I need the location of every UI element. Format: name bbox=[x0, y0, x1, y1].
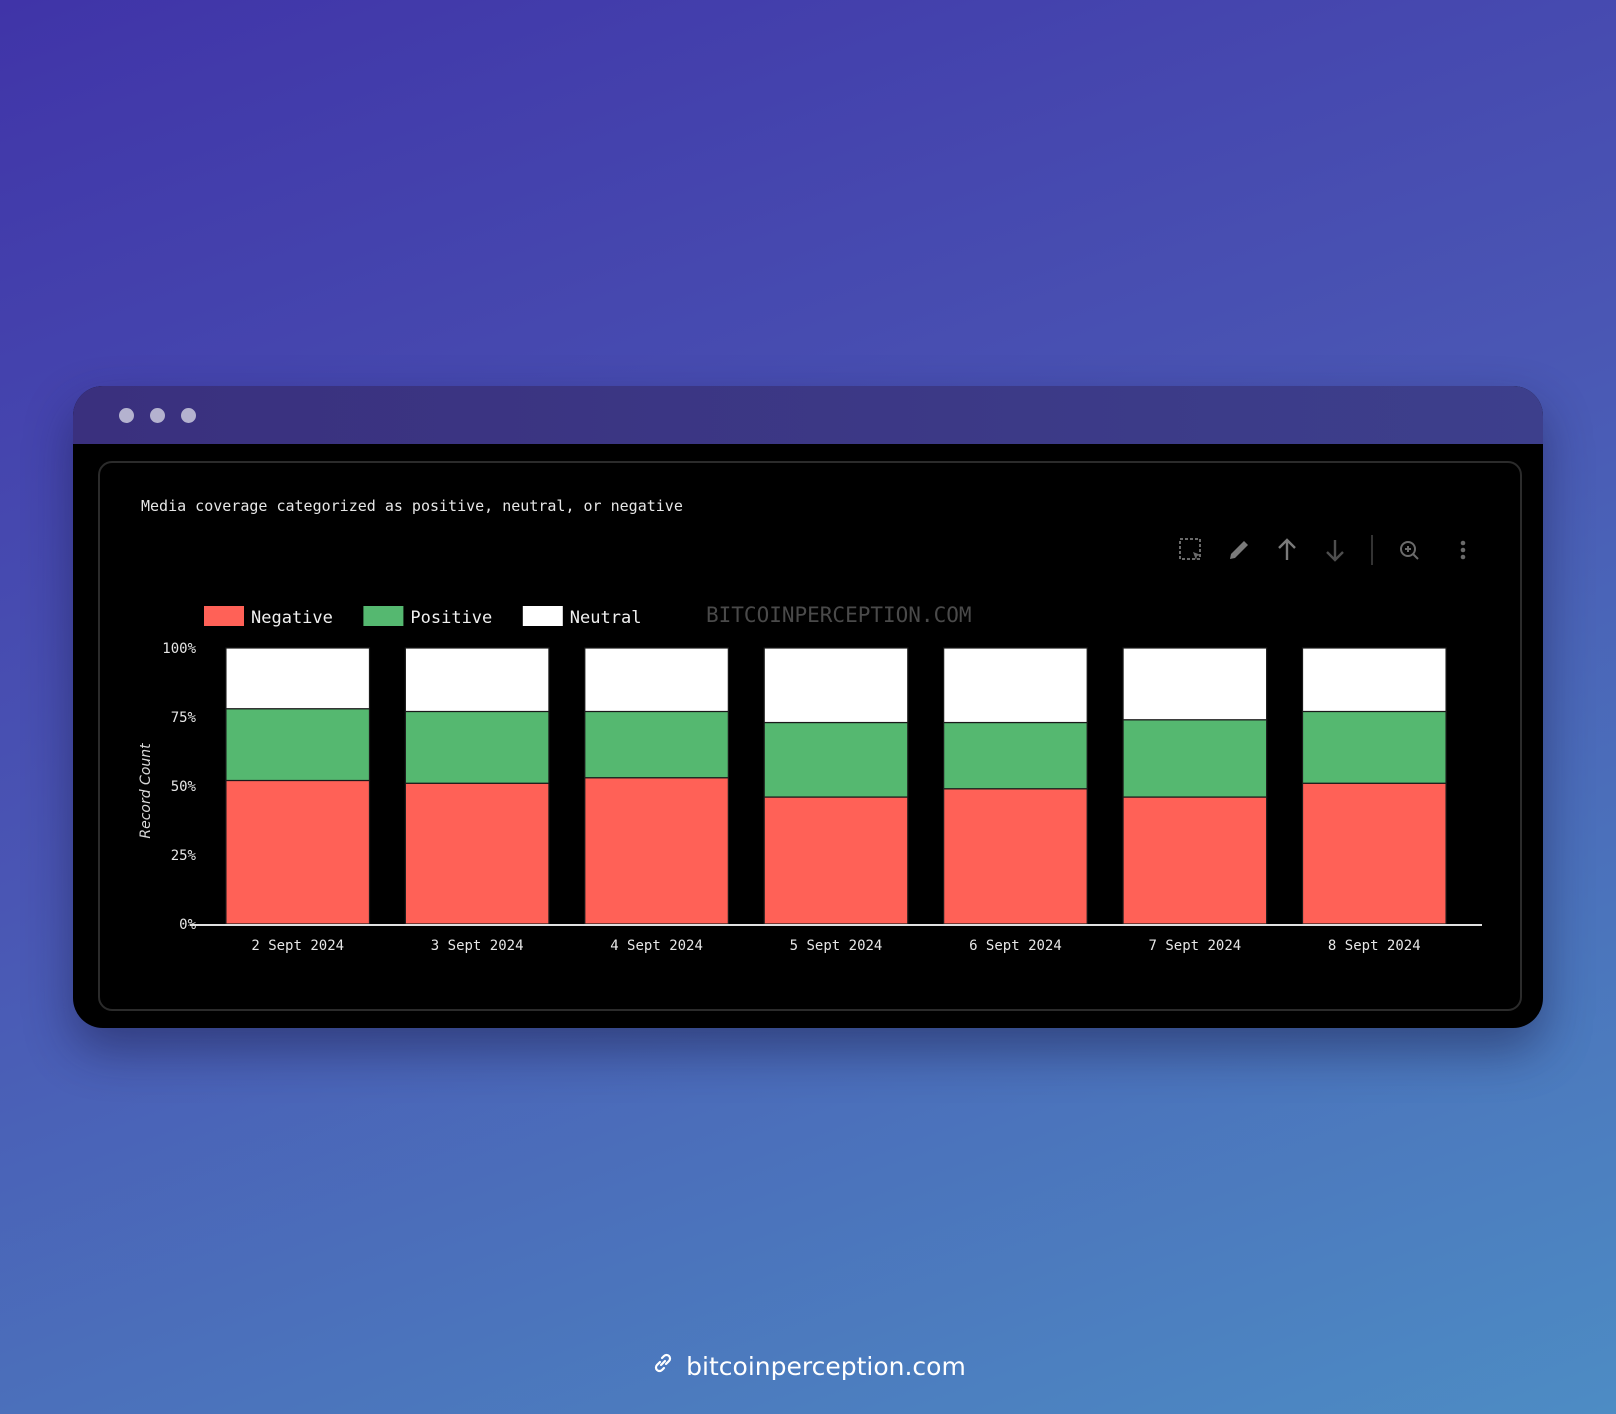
y-tick-label: 100% bbox=[162, 641, 196, 657]
chart-watermark: BITCOINPERCEPTION.COM bbox=[706, 603, 972, 627]
footer-link-text: bitcoinperception.com bbox=[686, 1351, 966, 1381]
x-tick-label: 7 Sept 2024 bbox=[1148, 938, 1241, 954]
bar-negative-6-sept-2024[interactable] bbox=[943, 788, 1088, 925]
window-close-button[interactable] bbox=[119, 408, 134, 423]
y-tick-label: 25% bbox=[171, 848, 197, 864]
y-tick-label: 75% bbox=[171, 710, 197, 726]
bar-negative-3-sept-2024[interactable] bbox=[404, 782, 550, 925]
y-tick-label: 0% bbox=[179, 917, 196, 933]
x-tick-label: 3 Sept 2024 bbox=[431, 938, 524, 954]
legend-label-positive[interactable]: Positive bbox=[410, 608, 492, 628]
bar-neutral-8-sept-2024[interactable] bbox=[1301, 647, 1447, 713]
bar-series bbox=[225, 647, 1447, 925]
legend-swatch-negative[interactable] bbox=[204, 606, 244, 626]
browser-window: Media coverage categorized as positive, … bbox=[73, 386, 1543, 1028]
bar-neutral-5-sept-2024[interactable] bbox=[763, 647, 909, 724]
x-tick-label: 6 Sept 2024 bbox=[969, 938, 1062, 954]
bar-positive-6-sept-2024[interactable] bbox=[943, 721, 1088, 790]
y-tick-label: 50% bbox=[171, 779, 197, 795]
y-axis: 0% 25% 50% 75% 100% bbox=[162, 641, 196, 933]
select-region-icon[interactable] bbox=[1174, 533, 1208, 567]
bar-positive-7-sept-2024[interactable] bbox=[1122, 719, 1268, 798]
x-tick-label: 4 Sept 2024 bbox=[610, 938, 703, 954]
bar-negative-8-sept-2024[interactable] bbox=[1301, 782, 1447, 925]
pencil-icon[interactable] bbox=[1222, 533, 1256, 567]
bar-neutral-6-sept-2024[interactable] bbox=[943, 647, 1088, 724]
window-titlebar bbox=[73, 386, 1543, 444]
arrow-up-icon[interactable] bbox=[1270, 533, 1304, 567]
arrow-down-icon[interactable] bbox=[1318, 533, 1352, 567]
bar-negative-7-sept-2024[interactable] bbox=[1122, 796, 1268, 925]
bar-positive-8-sept-2024[interactable] bbox=[1301, 710, 1447, 784]
bar-negative-4-sept-2024[interactable] bbox=[584, 777, 729, 925]
zoom-icon[interactable] bbox=[1392, 533, 1426, 567]
link-icon bbox=[650, 1350, 676, 1382]
bar-neutral-4-sept-2024[interactable] bbox=[584, 647, 729, 713]
legend-label-neutral[interactable]: Neutral bbox=[570, 608, 642, 628]
legend-swatch-neutral[interactable] bbox=[522, 606, 563, 626]
y-axis-title: Record Count bbox=[138, 743, 154, 839]
chart-legend: Negative Positive Neutral bbox=[204, 606, 641, 628]
bar-negative-5-sept-2024[interactable] bbox=[763, 796, 909, 925]
legend-swatch-positive[interactable] bbox=[363, 606, 404, 626]
legend-label-negative[interactable]: Negative bbox=[251, 608, 333, 628]
x-tick-label: 8 Sept 2024 bbox=[1328, 938, 1421, 954]
chart-toolbar bbox=[1174, 533, 1480, 567]
more-icon[interactable] bbox=[1446, 533, 1480, 567]
stacked-bar-chart: Negative Positive Neutral BITCOINPERCEPTIO… bbox=[138, 603, 1482, 954]
bar-positive-3-sept-2024[interactable] bbox=[404, 710, 550, 784]
chart-panel: Media coverage categorized as positive, … bbox=[98, 461, 1522, 1011]
x-tick-label: 5 Sept 2024 bbox=[790, 938, 883, 954]
window-minimize-button[interactable] bbox=[150, 408, 165, 423]
bar-neutral-2-sept-2024[interactable] bbox=[225, 647, 371, 710]
window-maximize-button[interactable] bbox=[181, 408, 196, 423]
bar-neutral-7-sept-2024[interactable] bbox=[1122, 647, 1268, 721]
bar-positive-4-sept-2024[interactable] bbox=[584, 710, 729, 779]
bar-positive-2-sept-2024[interactable] bbox=[225, 708, 371, 782]
bar-negative-2-sept-2024[interactable] bbox=[225, 779, 371, 925]
bar-positive-5-sept-2024[interactable] bbox=[763, 721, 909, 798]
x-axis: 2 Sept 2024 3 Sept 2024 4 Sept 2024 5 Sept … bbox=[251, 938, 1420, 954]
footer-link[interactable]: bitcoinperception.com bbox=[0, 1350, 1616, 1382]
toolbar-divider bbox=[1371, 535, 1373, 565]
chart-title: Media coverage categorized as positive, … bbox=[141, 497, 683, 515]
bar-neutral-3-sept-2024[interactable] bbox=[404, 647, 550, 713]
x-tick-label: 2 Sept 2024 bbox=[251, 938, 344, 954]
